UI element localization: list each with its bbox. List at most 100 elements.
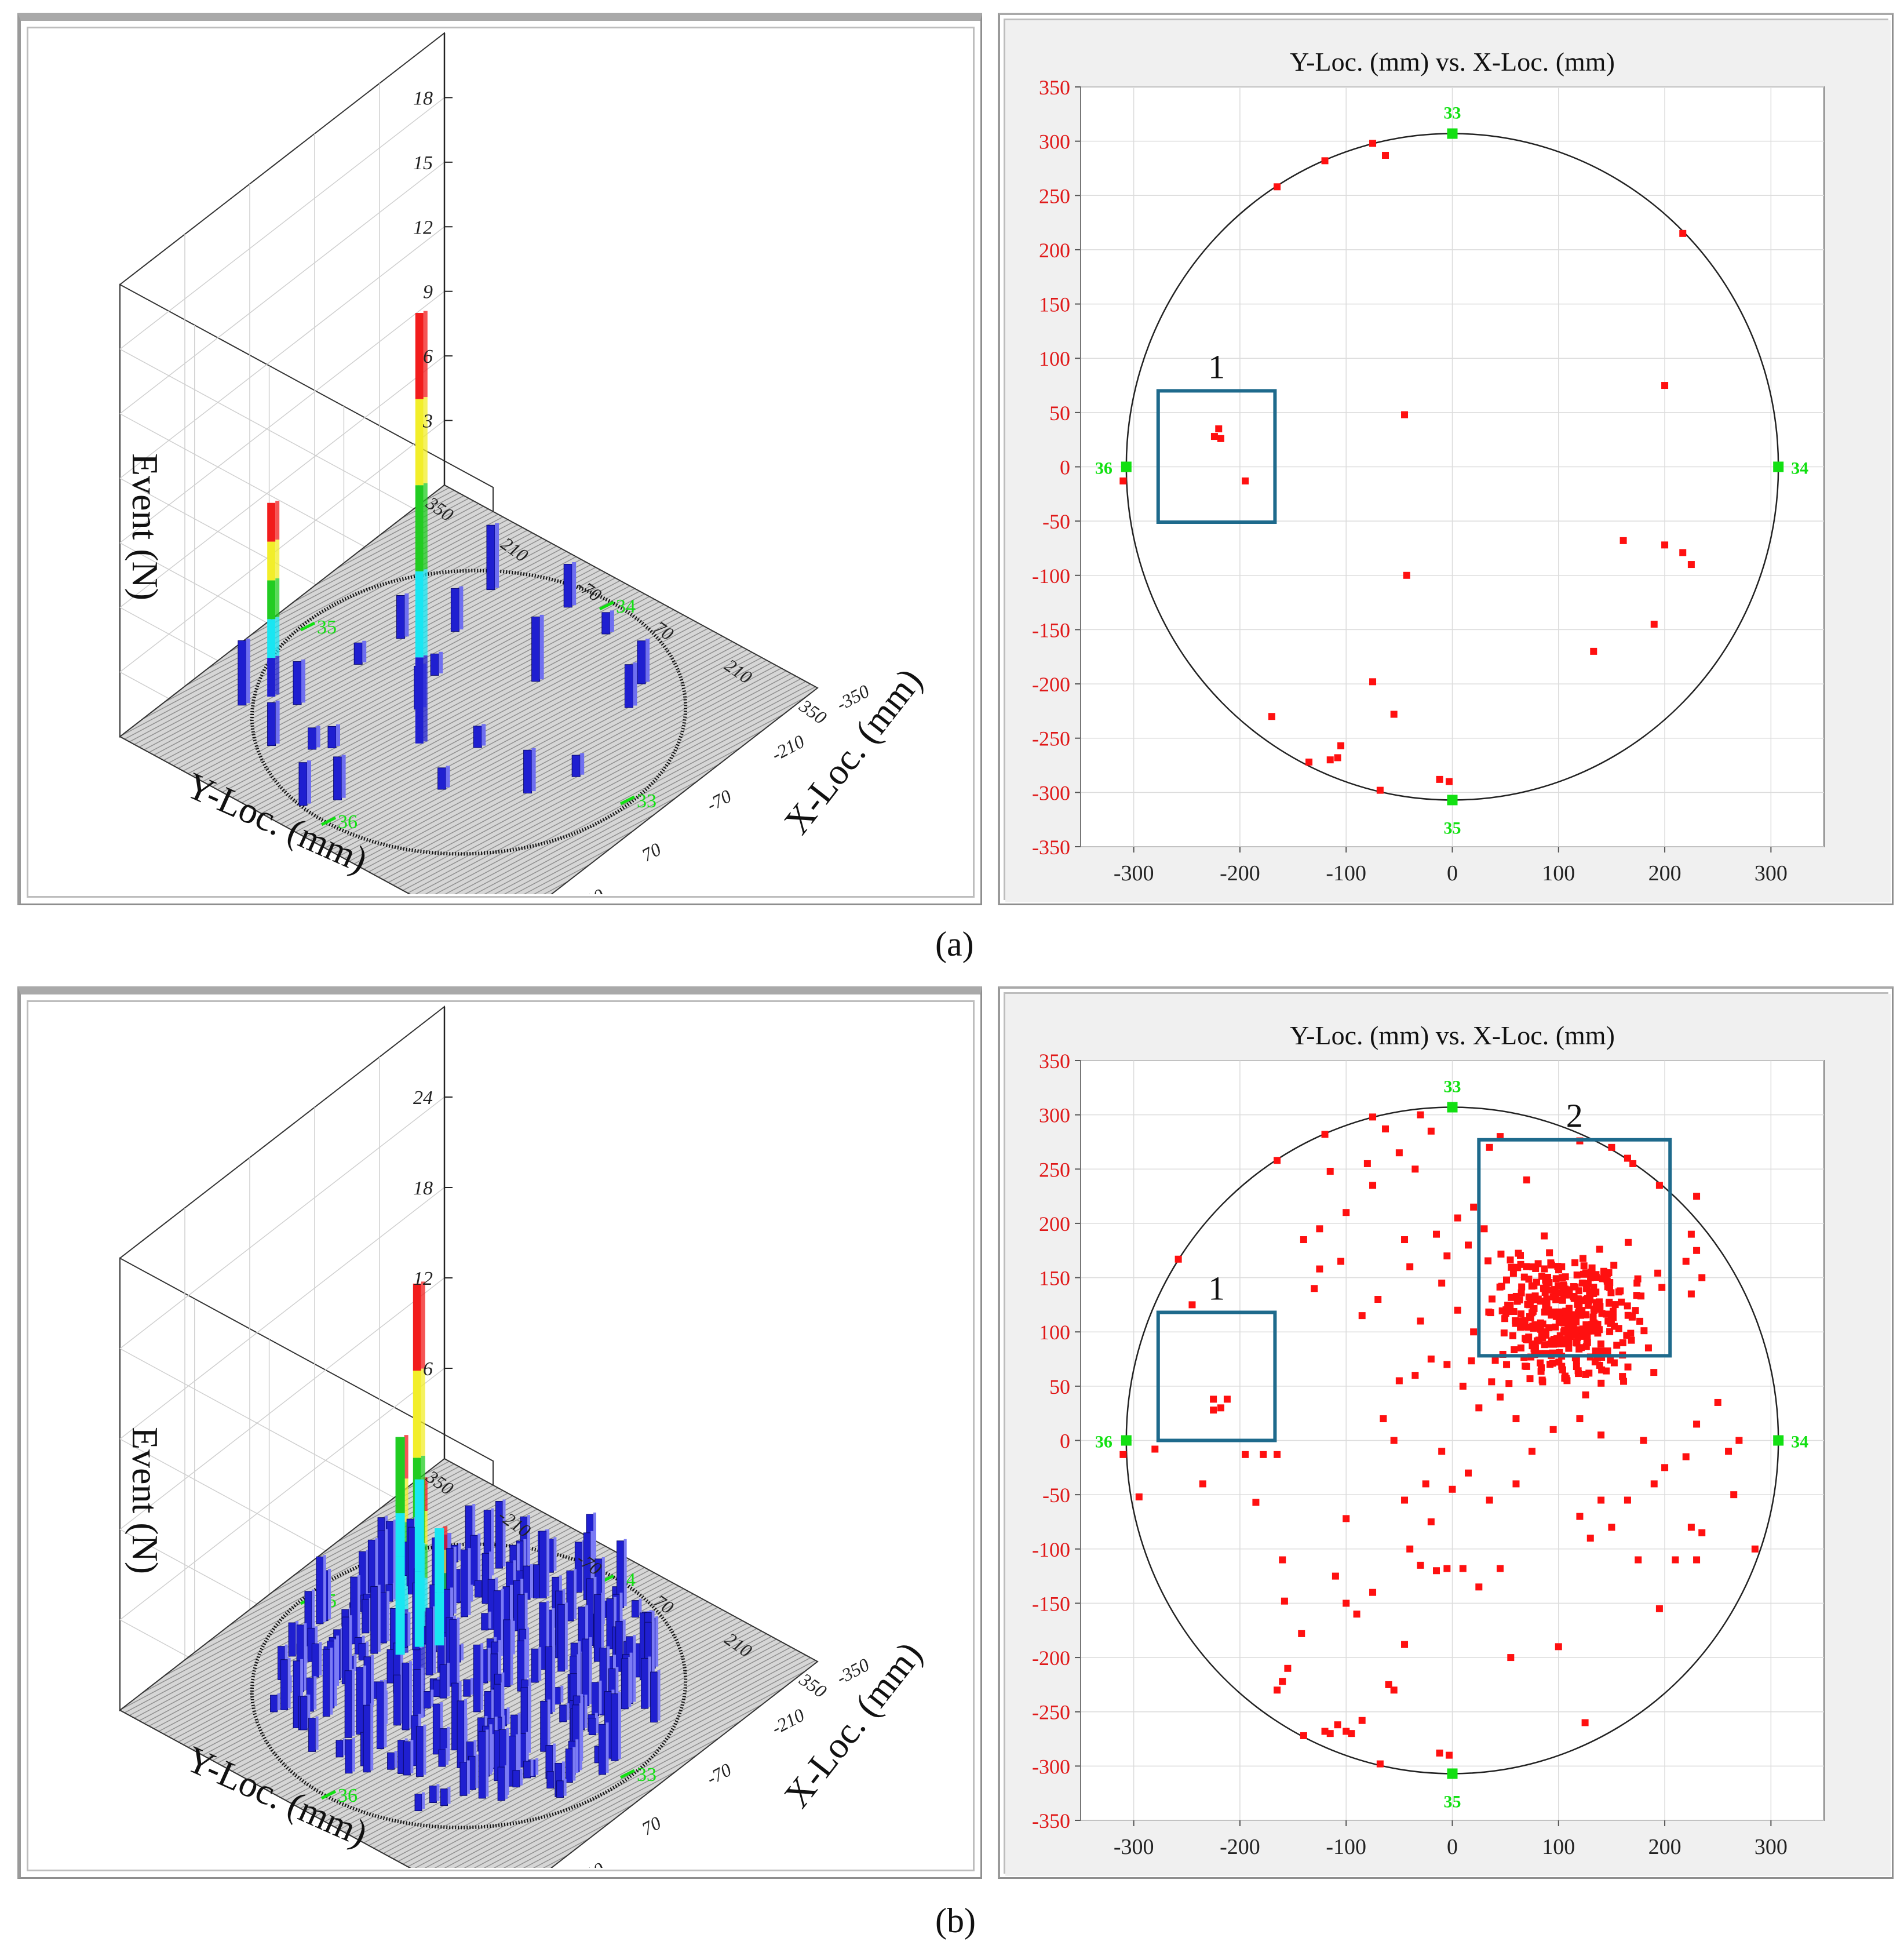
- event-point: [1489, 1295, 1496, 1303]
- event-point: [1376, 786, 1384, 794]
- bar-side: [527, 1515, 530, 1565]
- event-point: [1608, 1524, 1615, 1531]
- event-point: [1135, 1493, 1143, 1500]
- bar-side: [599, 1680, 602, 1714]
- y-tick-label: 100: [1039, 347, 1070, 370]
- event-point: [1348, 1730, 1355, 1737]
- event-point: [1515, 1249, 1522, 1257]
- event-point: [1390, 1437, 1398, 1444]
- event-point: [1545, 1324, 1553, 1332]
- sensor-label-34: 34: [1791, 1433, 1808, 1452]
- event-point: [1401, 1496, 1409, 1504]
- event-point: [1403, 571, 1410, 579]
- z-tick-label: 3: [422, 411, 433, 432]
- sensor-marker-34: [1773, 461, 1784, 472]
- panel-b-3d: 333435366121824350-210-70702103503502107…: [17, 986, 982, 1940]
- event-bar: [531, 1648, 539, 1683]
- event-bar: [327, 726, 337, 749]
- x-tick-label: -100: [1326, 861, 1366, 886]
- event-bar: [457, 1700, 465, 1768]
- bar-side: [421, 1368, 425, 1456]
- event-point: [1376, 1760, 1384, 1768]
- y-tick-label: 300: [1039, 130, 1070, 154]
- bar-side: [466, 1760, 470, 1794]
- bar-side: [423, 1477, 428, 1511]
- event-point: [1560, 1283, 1568, 1291]
- event-point: [1484, 1257, 1492, 1265]
- event-point: [1627, 1329, 1635, 1337]
- bar-side: [362, 640, 367, 662]
- bar-side: [393, 1520, 396, 1587]
- event-point: [1562, 1337, 1570, 1345]
- event-point: [1427, 1356, 1435, 1363]
- sensor-marker-34: [599, 600, 615, 611]
- event-point: [1635, 1556, 1642, 1564]
- bar-side: [491, 1689, 494, 1724]
- event-point: [1119, 477, 1127, 484]
- event-point: [1284, 1664, 1292, 1672]
- event-point: [1632, 1307, 1639, 1314]
- event-bar: [376, 1681, 384, 1750]
- bar-side: [606, 1722, 609, 1773]
- event-point: [1210, 1396, 1217, 1403]
- panel-a-3d: 33343536369121518350210-7070210350350210…: [17, 13, 982, 967]
- event-point: [1199, 1480, 1206, 1488]
- bar-side: [553, 1537, 557, 1571]
- event-point: [1332, 1572, 1339, 1580]
- y-tick-label: 50: [1049, 1375, 1070, 1398]
- event-point: [1401, 1236, 1409, 1244]
- event-point: [1590, 647, 1597, 655]
- bar-side: [400, 1641, 403, 1692]
- event-point: [1217, 435, 1224, 442]
- bar-side: [447, 1787, 451, 1804]
- event-bar: [601, 612, 611, 635]
- bar-side: [423, 1578, 428, 1612]
- bar-side: [593, 1512, 597, 1580]
- caption-b: (b): [935, 1901, 976, 1940]
- event-point: [1486, 1496, 1493, 1504]
- event-point: [1570, 1295, 1578, 1302]
- event-bar-cyan: [395, 1557, 405, 1655]
- event-point: [1548, 1311, 1555, 1319]
- sensor-marker-33: [1447, 1102, 1458, 1113]
- event-point: [1574, 1309, 1582, 1317]
- bar-side: [590, 1531, 594, 1598]
- bar-side: [343, 1738, 346, 1755]
- event-point: [1714, 1398, 1721, 1406]
- event-bar: [403, 1741, 411, 1776]
- z-tick-label: 24: [413, 1087, 433, 1109]
- y-tick-label: 200: [1039, 239, 1070, 262]
- event-point: [1545, 1279, 1553, 1287]
- y-tick-label: -150: [1032, 1592, 1070, 1615]
- bar-side: [313, 1676, 317, 1710]
- event-point: [1363, 1160, 1371, 1167]
- event-point: [1516, 1296, 1523, 1303]
- event-bar: [470, 1535, 478, 1586]
- event-point: [1586, 1535, 1594, 1542]
- event-point: [1517, 1310, 1524, 1318]
- x-tick-label: -300: [1114, 861, 1154, 886]
- event-bar: [423, 1691, 431, 1708]
- event-point: [1395, 1149, 1403, 1157]
- event-point: [1592, 1347, 1599, 1355]
- chart-b-3d: 333435366121824350-210-70702103503502107…: [119, 1005, 930, 1940]
- bar-side: [502, 1499, 506, 1567]
- bar-segment: [415, 485, 424, 571]
- event-bar-cyan: [435, 1528, 444, 1593]
- event-bar: [641, 1657, 649, 1709]
- y-tick-label: -250: [1032, 727, 1070, 751]
- event-point: [1525, 1334, 1533, 1341]
- event-point: [1619, 1339, 1626, 1346]
- sensor-label-36: 36: [1095, 459, 1113, 478]
- event-bar: [308, 727, 317, 750]
- event-point: [1401, 1641, 1409, 1648]
- event-bar: [433, 1680, 441, 1697]
- event-point: [1300, 1236, 1307, 1244]
- bar-side: [404, 1478, 408, 1522]
- bar-side: [477, 1533, 481, 1584]
- bar-side: [422, 1792, 425, 1809]
- panel-b-2d-frame: Y-Loc. (mm) vs. X-Loc. (mm) 350 300 250 200 1…: [1004, 992, 1891, 1876]
- event-point: [1679, 229, 1687, 237]
- bar-side: [633, 662, 637, 706]
- event-point: [1417, 1561, 1424, 1569]
